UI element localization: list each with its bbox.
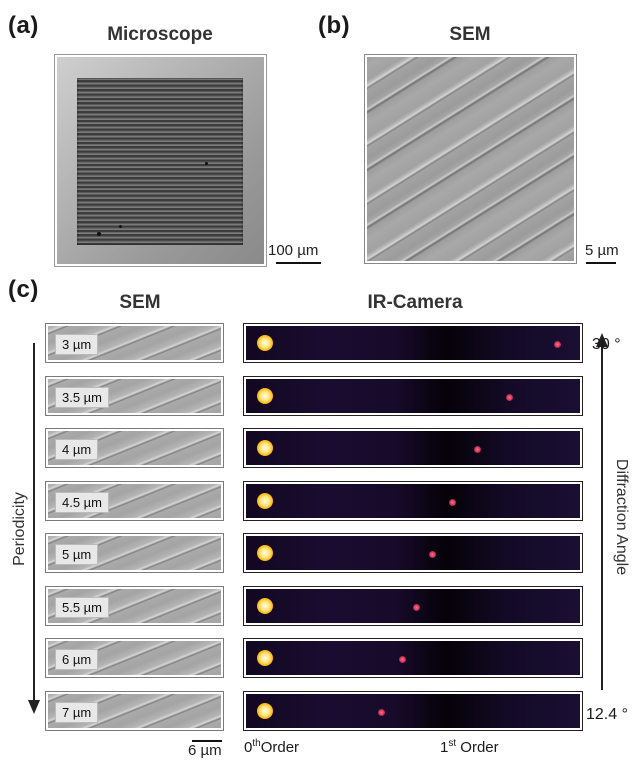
- ir-camera-strip: [243, 638, 583, 678]
- period-label: 4 µm: [55, 439, 99, 460]
- sem-thumbnail: 6 µm: [45, 638, 224, 678]
- first-order-spot: [413, 604, 420, 611]
- ir-camera-strip: [243, 691, 583, 731]
- panel-b-letter: (b): [318, 12, 351, 39]
- panel-b-scale-bar: [586, 262, 616, 264]
- ir-camera-strip: [243, 323, 583, 363]
- first-order-spot: [378, 709, 385, 716]
- zeroth-order-spot: [257, 335, 273, 351]
- zeroth-order-label: 0thOrder: [244, 738, 299, 756]
- sem-thumb-scale-label: 6 µm: [188, 742, 222, 759]
- periodicity-arrow-shaft: [33, 343, 35, 701]
- zeroth-order-num: 0: [244, 739, 253, 756]
- zeroth-order-spot: [257, 493, 273, 509]
- sem-image: [364, 54, 577, 264]
- period-label: 3 µm: [55, 334, 99, 355]
- first-order-spot: [399, 656, 406, 663]
- angle-top-label: 30 °: [592, 336, 621, 353]
- panel-a-scale-bar: [276, 262, 321, 264]
- ir-camera-strip: [243, 586, 583, 626]
- zeroth-order-text: Order: [260, 739, 300, 756]
- zeroth-order-sup: th: [252, 738, 261, 749]
- sem-thumb-scale-bar: [192, 740, 222, 742]
- angle-bottom-label: 12.4 °: [586, 706, 628, 723]
- first-order-spot: [474, 446, 481, 453]
- panel-a-title: Microscope: [107, 24, 213, 45]
- first-order-text: Order: [456, 739, 499, 756]
- zeroth-order-spot: [257, 650, 273, 666]
- sem-thumbnail: 4 µm: [45, 428, 224, 468]
- zeroth-order-spot: [257, 440, 273, 456]
- ir-camera-strip: [243, 481, 583, 521]
- first-order-spot: [554, 341, 561, 348]
- sem-thumbnail: 3 µm: [45, 323, 224, 363]
- ir-camera-strip: [243, 428, 583, 468]
- diffraction-angle-label: Diffraction Angle: [613, 458, 630, 576]
- period-label: 6 µm: [55, 649, 99, 670]
- periodicity-arrow-head: [28, 700, 40, 714]
- sem-column-title: SEM: [119, 292, 161, 313]
- sem-thumbnail: 5 µm: [45, 533, 224, 573]
- ir-camera-column-title: IR-Camera: [367, 292, 463, 313]
- first-order-label: 1st Order: [440, 738, 499, 756]
- microscope-grating-area: [77, 78, 243, 245]
- period-label: 5.5 µm: [55, 597, 110, 618]
- period-label: 5 µm: [55, 544, 99, 565]
- period-label: 7 µm: [55, 702, 99, 723]
- angle-arrow-head: [596, 333, 608, 347]
- defect-dot: [97, 232, 101, 236]
- ir-camera-strip: [243, 376, 583, 416]
- first-order-spot: [449, 499, 456, 506]
- defect-dot: [119, 225, 122, 228]
- first-order-spot: [506, 394, 513, 401]
- period-label: 4.5 µm: [55, 492, 110, 513]
- first-order-sup: st: [448, 738, 457, 749]
- panel-b-title: SEM: [449, 24, 491, 45]
- panel-c-letter: (c): [8, 276, 39, 303]
- panel-b-scale-label: 5 µm: [585, 242, 619, 259]
- sem-thumbnail: 7 µm: [45, 691, 224, 731]
- angle-arrow-shaft: [601, 345, 603, 690]
- panel-a-scale-label: 100 µm: [268, 242, 319, 259]
- sem-thumbnail: 4.5 µm: [45, 481, 224, 521]
- zeroth-order-spot: [257, 545, 273, 561]
- panel-a-letter: (a): [8, 12, 39, 39]
- zeroth-order-spot: [257, 598, 273, 614]
- defect-dot: [205, 162, 208, 165]
- period-label: 3.5 µm: [55, 387, 110, 408]
- first-order-num: 1: [440, 739, 449, 756]
- sem-thumbnail: 5.5 µm: [45, 586, 224, 626]
- first-order-spot: [429, 551, 436, 558]
- periodicity-label: Periodicity: [11, 492, 28, 566]
- zeroth-order-spot: [257, 703, 273, 719]
- sem-thumbnail: 3.5 µm: [45, 376, 224, 416]
- zeroth-order-spot: [257, 388, 273, 404]
- ir-camera-strip: [243, 533, 583, 573]
